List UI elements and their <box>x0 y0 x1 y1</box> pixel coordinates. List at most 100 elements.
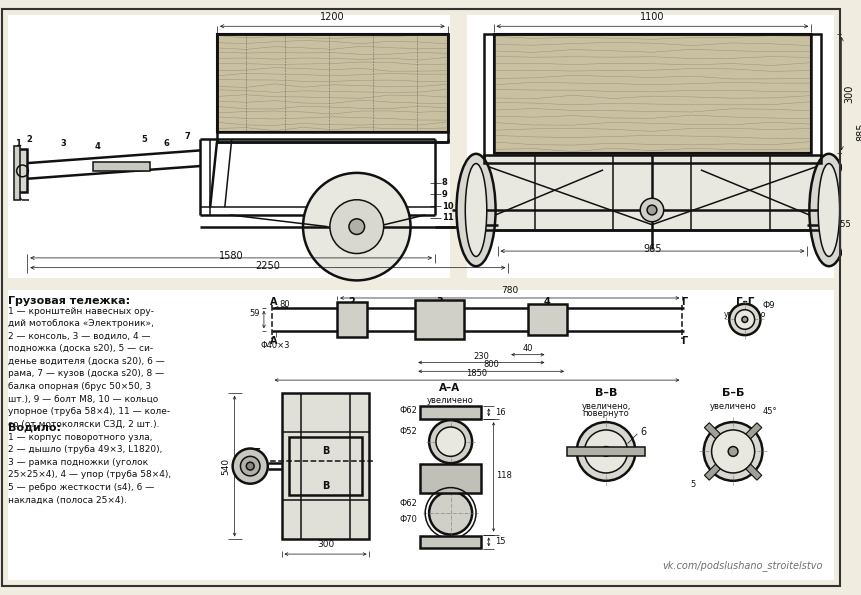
Circle shape <box>232 449 268 484</box>
Bar <box>420 406 481 419</box>
Text: 1580: 1580 <box>219 251 244 261</box>
Text: В: В <box>322 446 329 456</box>
Text: 4: 4 <box>544 297 551 307</box>
Text: 780: 780 <box>501 286 518 295</box>
Text: 255: 255 <box>836 220 852 229</box>
Text: увеличено: увеличено <box>709 402 757 411</box>
Bar <box>493 34 811 154</box>
Bar <box>17 149 28 192</box>
Text: Водило:: Водило: <box>8 422 61 432</box>
Text: 59: 59 <box>250 309 260 318</box>
Bar <box>217 34 448 142</box>
Text: Б: Б <box>252 449 260 458</box>
Text: 1850: 1850 <box>467 369 487 378</box>
Text: 965: 965 <box>643 244 662 254</box>
Text: 45°: 45° <box>763 408 777 416</box>
Circle shape <box>703 422 763 481</box>
Text: 1200: 1200 <box>320 12 344 23</box>
Circle shape <box>728 447 738 456</box>
Text: 15: 15 <box>496 537 506 546</box>
Circle shape <box>577 422 635 481</box>
Bar <box>338 302 367 337</box>
Text: Ф62: Ф62 <box>400 499 418 508</box>
Text: A: A <box>270 336 277 346</box>
Bar <box>289 437 362 496</box>
Bar <box>484 34 821 163</box>
Circle shape <box>429 491 472 534</box>
Circle shape <box>641 198 664 222</box>
Text: 1100: 1100 <box>641 12 665 23</box>
Ellipse shape <box>809 154 848 266</box>
Polygon shape <box>704 464 721 480</box>
Polygon shape <box>746 464 762 480</box>
Text: 2: 2 <box>349 297 356 307</box>
Bar <box>8 290 833 581</box>
Bar <box>217 34 448 132</box>
Text: 300: 300 <box>845 84 854 103</box>
Text: В: В <box>322 481 329 491</box>
Text: Г: Г <box>681 336 687 346</box>
Text: 5: 5 <box>691 480 696 488</box>
Text: 1 — кронштейн навесных ору-
дий мотоблока «Электроник»,
2 — консоль, 3 — водило,: 1 — кронштейн навесных ору- дий мотоблок… <box>8 307 170 428</box>
Ellipse shape <box>456 154 496 266</box>
Bar <box>8 14 449 278</box>
Circle shape <box>436 427 465 456</box>
Text: Ф52: Ф52 <box>400 427 418 436</box>
Bar <box>528 304 567 335</box>
Circle shape <box>735 310 754 329</box>
Text: В–В: В–В <box>595 388 617 398</box>
Text: 16: 16 <box>496 408 506 417</box>
Circle shape <box>711 430 754 473</box>
Bar <box>484 155 821 230</box>
Text: 118: 118 <box>497 471 512 480</box>
Text: 230: 230 <box>474 352 489 361</box>
Polygon shape <box>746 423 762 439</box>
Text: 300: 300 <box>317 540 334 549</box>
Text: 2: 2 <box>27 135 32 144</box>
Bar <box>468 14 833 278</box>
Circle shape <box>647 205 657 215</box>
Text: Ф62: Ф62 <box>400 406 418 415</box>
Text: увеличено,: увеличено, <box>581 402 631 411</box>
Bar <box>420 536 481 548</box>
Text: Б: Б <box>252 464 260 474</box>
Text: 885: 885 <box>857 123 861 141</box>
Text: 1 — корпус поворотного узла,
2 — дышло (труба 49×3, L1820),
3 — рамка подножки (: 1 — корпус поворотного узла, 2 — дышло (… <box>8 433 171 505</box>
Text: 8: 8 <box>442 178 448 187</box>
Text: vk.com/podslushano_stroitelstvo: vk.com/podslushano_stroitelstvo <box>663 560 823 571</box>
Circle shape <box>429 420 472 463</box>
Bar <box>567 447 645 456</box>
Text: увеличено: увеличено <box>723 310 766 319</box>
Text: Ф70: Ф70 <box>400 515 418 524</box>
Text: 10: 10 <box>442 202 454 211</box>
Text: 40: 40 <box>523 344 533 353</box>
Text: повернуто: повернуто <box>583 409 629 418</box>
Text: 6: 6 <box>164 139 169 148</box>
Text: Г: Г <box>681 297 687 307</box>
Circle shape <box>303 173 411 280</box>
Text: 80: 80 <box>279 300 290 309</box>
Text: Б–Б: Б–Б <box>722 388 744 398</box>
Bar <box>493 34 811 154</box>
Circle shape <box>742 317 747 322</box>
Text: Φ40×3: Φ40×3 <box>261 341 290 350</box>
Text: А–А: А–А <box>439 383 460 393</box>
Text: 800: 800 <box>483 361 499 369</box>
Text: 1: 1 <box>15 139 21 148</box>
Ellipse shape <box>465 164 486 256</box>
Circle shape <box>240 456 260 476</box>
Circle shape <box>585 430 628 473</box>
Text: 3: 3 <box>437 297 443 307</box>
Bar <box>217 34 448 132</box>
Ellipse shape <box>818 164 839 256</box>
Bar <box>93 162 150 171</box>
Circle shape <box>246 462 254 470</box>
Text: 540: 540 <box>221 458 231 475</box>
Text: увеличено: увеличено <box>426 396 473 405</box>
Text: 11: 11 <box>442 214 454 223</box>
Bar <box>14 146 20 201</box>
Text: 4: 4 <box>95 142 101 151</box>
Bar <box>420 464 481 493</box>
Text: A: A <box>270 297 277 307</box>
Circle shape <box>601 447 611 456</box>
